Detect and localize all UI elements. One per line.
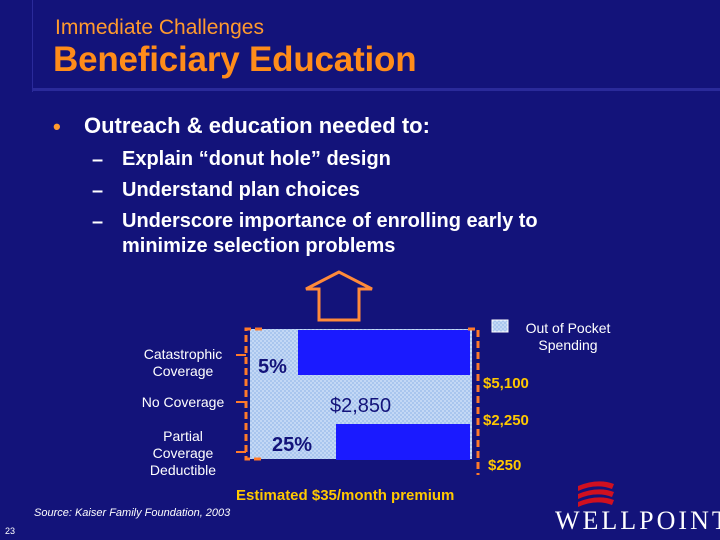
label-no-coverage: No Coverage <box>141 394 225 410</box>
dash-1: – <box>92 149 104 171</box>
legend-swatch <box>491 319 509 333</box>
page-number: 23 <box>5 526 16 536</box>
up-arrow-icon <box>305 270 373 322</box>
label-catastrophic: Catastrophic Coverage <box>143 346 223 379</box>
threshold-5100: $5,100 <box>483 375 529 392</box>
donut-amount: $2,850 <box>330 395 392 417</box>
catastrophic-coverage-bar <box>298 330 470 375</box>
threshold-250: $250 <box>488 457 522 474</box>
premium-note: Estimated $35/month premium <box>236 487 455 504</box>
sub-bullet-3-cont: minimize selection problems <box>122 235 396 257</box>
label-partial: Partial Coverage Deductible <box>149 428 217 478</box>
wellpoint-flag-icon <box>578 481 614 507</box>
dash-2: – <box>92 180 104 202</box>
slide-title: Beneficiary Education <box>53 40 417 79</box>
sub-bullet-2: Understand plan choices <box>122 179 360 201</box>
threshold-2250: $2,250 <box>483 412 529 429</box>
dash-3: – <box>92 211 104 233</box>
bullet-main: Outreach & education needed to: <box>84 113 430 138</box>
pct-bottom: 25% <box>272 434 313 456</box>
source-note: Source: Kaiser Family Foundation, 2003 <box>34 507 231 519</box>
sub-bullet-3: Underscore importance of enrolling early… <box>122 210 538 232</box>
title-rule <box>32 88 720 91</box>
pct-top: 5% <box>258 356 287 378</box>
partial-coverage-bar <box>336 424 470 460</box>
wellpoint-logo: WELLPOINT <box>555 506 720 535</box>
left-bracket <box>244 327 262 461</box>
slide-subtitle: Immediate Challenges <box>55 16 264 39</box>
right-bracket <box>468 327 480 475</box>
legend-label: Out of Pocket Spending <box>525 320 611 353</box>
bullet-dot: • <box>53 114 61 139</box>
sub-bullet-1: Explain “donut hole” design <box>122 148 391 170</box>
title-vertical-rule <box>32 0 33 92</box>
